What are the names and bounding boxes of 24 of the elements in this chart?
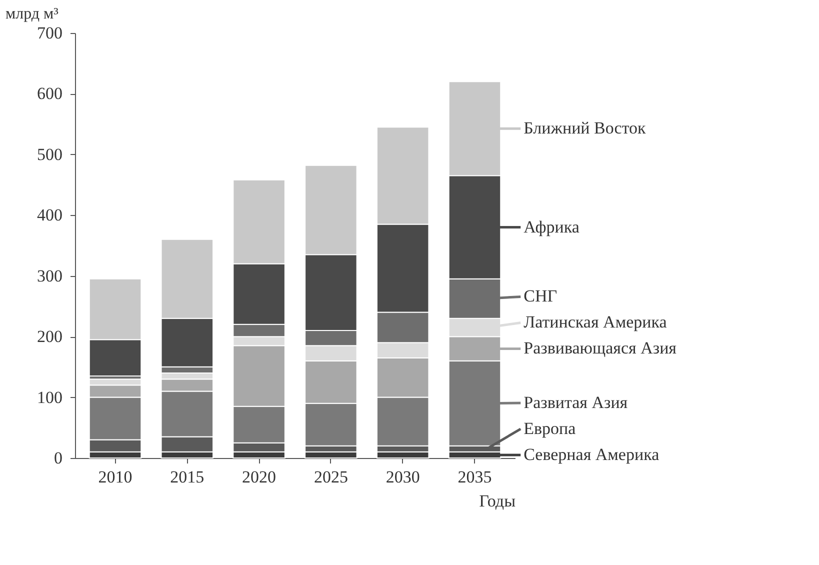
legend-label: Развитая Азия [524, 392, 628, 412]
y-axis-title: млрд м³ [6, 6, 59, 22]
y-tick-label: 500 [37, 144, 62, 164]
x-tick-label: 2010 [98, 468, 132, 486]
y-tick-label: 600 [37, 84, 62, 104]
legend-label: Европа [524, 418, 576, 438]
x-axis-title: Годы [479, 492, 516, 510]
x-tick-label: 2015 [170, 468, 204, 486]
legend-label: Латинская Америка [524, 312, 668, 332]
x-tick-label: 2020 [242, 468, 276, 486]
x-tick-label: 2030 [386, 468, 420, 486]
y-tick-label: 300 [37, 266, 62, 286]
legend-label: Африка [524, 217, 580, 236]
y-tick-label: 400 [37, 206, 62, 225]
legend-label: Развивающаяся Азия [524, 338, 677, 358]
y-tick-label: 700 [37, 24, 62, 42]
legend-label: Ближний Восток [524, 118, 647, 138]
y-tick-label: 100 [37, 388, 62, 407]
y-tick-label: 200 [37, 327, 62, 346]
x-tick-label: 2025 [314, 468, 348, 486]
legend-label: Северная Америка [524, 444, 660, 464]
legend-label: СНГ [524, 286, 558, 306]
x-tick-label: 2035 [458, 468, 492, 486]
y-tick-label: 0 [54, 448, 62, 468]
